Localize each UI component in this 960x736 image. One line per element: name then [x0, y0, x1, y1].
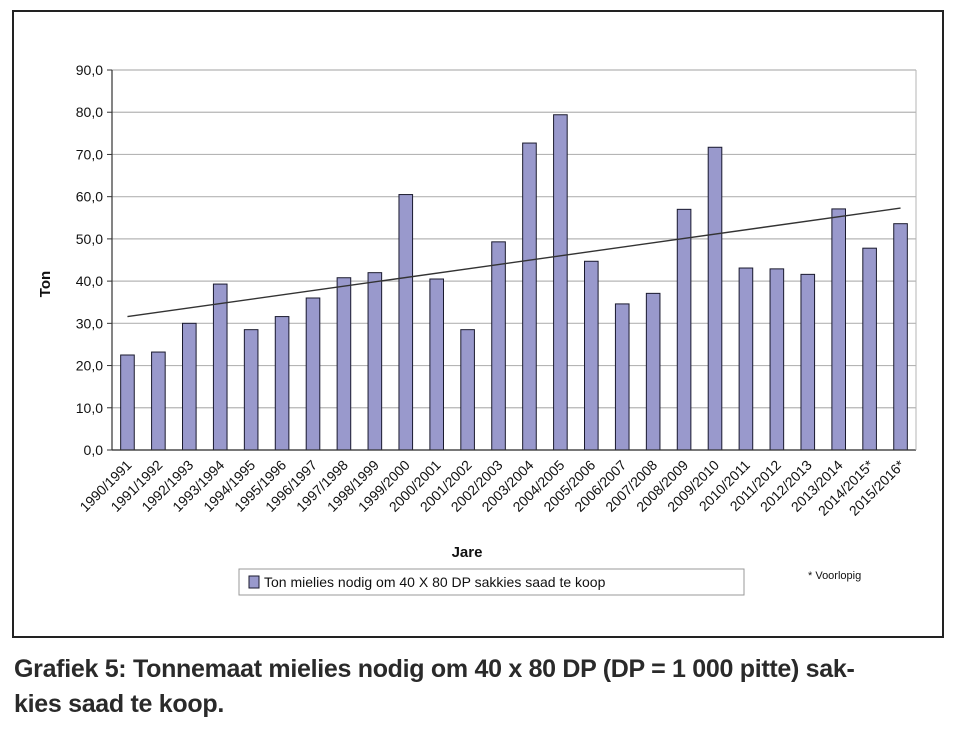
y-tick-label: 20,0: [76, 358, 103, 374]
y-tick-label: 50,0: [76, 231, 103, 247]
y-tick-label: 60,0: [76, 189, 103, 205]
figure-caption: Grafiek 5: Tonnemaat mielies nodig om 40…: [14, 652, 944, 722]
trend-line: [127, 207, 901, 318]
bar: [614, 303, 630, 451]
bar: [522, 142, 537, 451]
trendline: [127, 207, 901, 318]
legend-label: Ton mielies nodig om 40 X 80 DP sakkies …: [264, 574, 606, 590]
bar: [212, 283, 228, 451]
x-tick-labels: 1990/19911991/19921992/19931993/19941994…: [76, 456, 908, 518]
legend: Ton mielies nodig om 40 X 80 DP sakkies …: [238, 568, 745, 596]
bar: [151, 351, 166, 451]
bar: [893, 223, 908, 451]
bar: [274, 316, 290, 451]
y-tick-label: 80,0: [76, 104, 103, 120]
bar: [584, 260, 599, 451]
bar: [553, 114, 568, 451]
bar: [676, 208, 692, 451]
y-tick-label: 0,0: [84, 442, 104, 458]
y-tick-labels: 0,0 10,0 20,0 30,0 40,0 50,0 60,0 70,0 80,0 90,0: [76, 62, 103, 458]
y-tick-label: 40,0: [76, 273, 103, 289]
bar: [336, 277, 352, 451]
bar: [769, 268, 785, 451]
legend-swatch: [248, 575, 260, 589]
bar: [645, 292, 661, 451]
bar: [862, 247, 877, 451]
caption-line-2: kies saad te koop.: [14, 690, 224, 718]
bar: [738, 267, 754, 451]
y-tick-label: 10,0: [76, 400, 103, 416]
bar: [707, 146, 723, 451]
x-axis-title: Jare: [452, 544, 483, 561]
bar: [305, 297, 321, 451]
footnote: * Voorlopig: [808, 570, 861, 582]
y-axis-title: Ton: [37, 271, 54, 297]
axes: [111, 70, 917, 451]
gridlines: [107, 69, 916, 451]
y-tick-label: 90,0: [76, 62, 103, 78]
bar: [831, 208, 846, 451]
bars: [120, 114, 908, 451]
y-tick-label: 30,0: [76, 315, 103, 331]
bar: [367, 272, 383, 451]
bar: [491, 241, 506, 451]
bar: [460, 329, 475, 451]
bar: [398, 194, 414, 451]
bar: [120, 354, 135, 451]
y-tick-label: 70,0: [76, 146, 103, 162]
legend-box: [238, 568, 745, 596]
bar: [243, 329, 259, 451]
bar-chart: 0,010,020,030,040,050,060,070,080,090,0 …: [37, 62, 917, 596]
bar: [800, 273, 816, 451]
bar: [182, 322, 197, 451]
bar: [429, 278, 444, 451]
caption-line-1: Grafiek 5: Tonnemaat mielies nodig om 40…: [14, 655, 855, 683]
chart-frame: 0,0 10,0 20,0 30,0 40,0 50,0 60,0 70,0 80,0 90,0 …: [12, 10, 944, 638]
